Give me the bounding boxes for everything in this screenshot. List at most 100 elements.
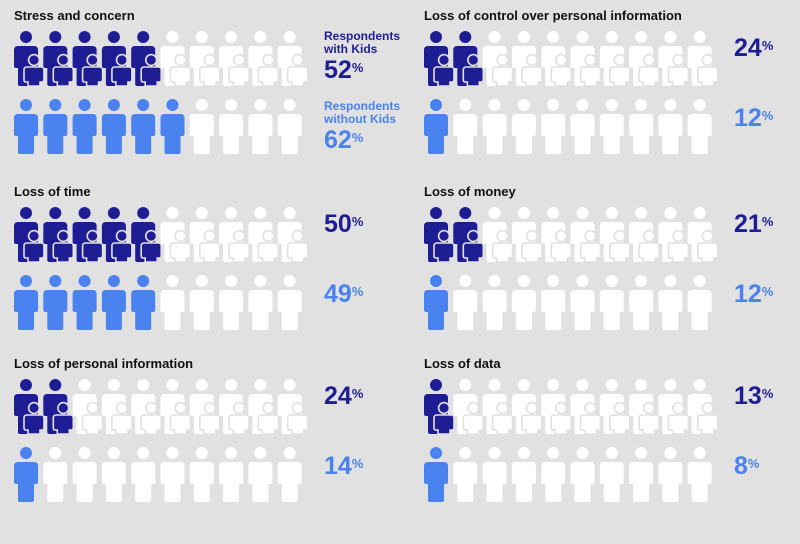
parent-with-child-icon-empty xyxy=(511,31,543,86)
without-kids-icon-row xyxy=(14,98,314,154)
parent-with-child-icon-filled xyxy=(14,31,45,86)
without-kids-icon-row-svg xyxy=(14,99,302,154)
person-icon-empty xyxy=(570,99,595,154)
without-kids-icon-row xyxy=(424,446,724,502)
without-kids-percentage: 14% xyxy=(324,452,363,480)
person-icon-empty xyxy=(541,99,566,154)
with-kids-icon-row xyxy=(424,378,724,434)
parent-with-child-icon-filled xyxy=(101,207,133,262)
parent-with-child-icon-empty xyxy=(219,207,250,262)
without-kids-percentage-unit: % xyxy=(761,108,774,123)
without-kids-percentage-value: 8 xyxy=(734,452,748,480)
person-icon-empty xyxy=(189,99,214,154)
with-kids-icon-row xyxy=(14,378,314,434)
person-icon-empty xyxy=(658,447,683,502)
parent-with-child-icon-filled xyxy=(72,31,104,86)
chart-panel: Stress and concern Respondents with Kids 5… xyxy=(14,8,400,178)
parent-with-child-icon-empty xyxy=(541,31,572,86)
person-icon-empty xyxy=(248,99,273,154)
person-icon-empty xyxy=(687,99,712,154)
person-icon-filled xyxy=(14,275,38,330)
person-icon-empty xyxy=(72,447,97,502)
with-kids-percentage: 50% xyxy=(324,210,363,238)
without-kids-icon-row-svg xyxy=(14,275,302,330)
parent-with-child-icon-empty xyxy=(160,31,192,86)
person-icon-empty xyxy=(277,275,302,330)
without-kids-percentage: 62% xyxy=(324,126,363,154)
parent-with-child-icon-empty xyxy=(687,207,719,262)
person-icon-empty xyxy=(43,447,68,502)
with-kids-percentage-value: 24 xyxy=(734,34,762,62)
with-kids-icon-row-svg xyxy=(424,31,719,86)
parent-with-child-icon-empty xyxy=(189,207,221,262)
parent-with-child-icon-empty xyxy=(629,379,660,434)
with-kids-percentage: 13% xyxy=(734,382,773,410)
without-kids-icon-row-svg xyxy=(424,447,712,502)
parent-with-child-icon-empty xyxy=(599,379,631,434)
parent-with-child-icon-filled xyxy=(43,31,75,86)
chart-panel: Loss of money 21% 12% xyxy=(424,184,800,354)
person-icon-empty xyxy=(453,447,478,502)
parent-with-child-icon-filled xyxy=(131,207,162,262)
parent-with-child-icon-filled xyxy=(424,207,455,262)
parent-with-child-icon-empty xyxy=(687,31,719,86)
without-kids-percentage-unit: % xyxy=(351,284,364,299)
parent-with-child-icon-empty xyxy=(629,31,660,86)
parent-with-child-icon-filled xyxy=(453,31,485,86)
with-kids-percentage-unit: % xyxy=(351,386,364,401)
person-icon-filled xyxy=(14,447,38,502)
without-kids-percentage: 49% xyxy=(324,280,363,308)
person-icon-filled xyxy=(101,99,126,154)
person-icon-empty xyxy=(511,99,536,154)
person-icon-empty xyxy=(160,275,185,330)
person-icon-empty xyxy=(453,275,478,330)
without-kids-percentage-unit: % xyxy=(761,284,774,299)
with-kids-percentage-unit: % xyxy=(761,38,774,53)
person-icon-empty xyxy=(570,447,595,502)
parent-with-child-icon-empty xyxy=(248,31,280,86)
without-kids-percentage-unit: % xyxy=(351,456,364,471)
with-kids-percentage-value: 24 xyxy=(324,382,352,410)
person-icon-filled xyxy=(160,99,185,154)
with-kids-percentage-value: 52 xyxy=(324,56,352,84)
parent-with-child-icon-filled xyxy=(131,31,162,86)
parent-with-child-icon-filled xyxy=(43,207,75,262)
person-icon-empty xyxy=(658,275,683,330)
person-icon-empty xyxy=(219,275,244,330)
with-kids-icon-row xyxy=(424,30,724,86)
parent-with-child-icon-empty xyxy=(482,207,514,262)
person-icon-empty xyxy=(219,447,244,502)
person-icon-empty xyxy=(599,99,624,154)
person-icon-empty xyxy=(687,447,712,502)
person-icon-empty xyxy=(248,447,273,502)
parent-with-child-icon-empty xyxy=(72,379,104,434)
with-kids-percentage: 24% xyxy=(734,34,773,62)
with-kids-icon-row-svg xyxy=(14,379,309,434)
without-kids-percentage-value: 49 xyxy=(324,280,352,308)
person-icon-empty xyxy=(629,275,654,330)
parent-with-child-icon-empty xyxy=(570,31,602,86)
with-kids-icon-row xyxy=(14,206,314,262)
with-kids-icon-row-svg xyxy=(424,207,719,262)
person-icon-empty xyxy=(541,275,566,330)
person-icon-empty xyxy=(101,447,126,502)
parent-with-child-icon-filled xyxy=(424,379,455,434)
parent-with-child-icon-empty xyxy=(570,379,602,434)
with-kids-percentage-unit: % xyxy=(351,214,364,229)
parent-with-child-icon-empty xyxy=(511,207,543,262)
with-kids-icon-row-svg xyxy=(424,379,719,434)
person-icon-empty xyxy=(189,275,214,330)
parent-with-child-icon-filled xyxy=(101,31,133,86)
without-kids-icon-row xyxy=(424,274,724,330)
parent-with-child-icon-filled xyxy=(424,31,455,86)
without-kids-percentage-value: 12 xyxy=(734,104,762,132)
parent-with-child-icon-empty xyxy=(570,207,602,262)
person-icon-filled xyxy=(72,99,97,154)
parent-with-child-icon-empty xyxy=(248,207,280,262)
with-kids-icon-row xyxy=(424,206,724,262)
person-icon-empty xyxy=(160,447,185,502)
person-icon-empty xyxy=(248,275,273,330)
parent-with-child-icon-empty xyxy=(219,31,250,86)
parent-with-child-icon-empty xyxy=(687,379,719,434)
with-kids-icon-row-svg xyxy=(14,207,309,262)
